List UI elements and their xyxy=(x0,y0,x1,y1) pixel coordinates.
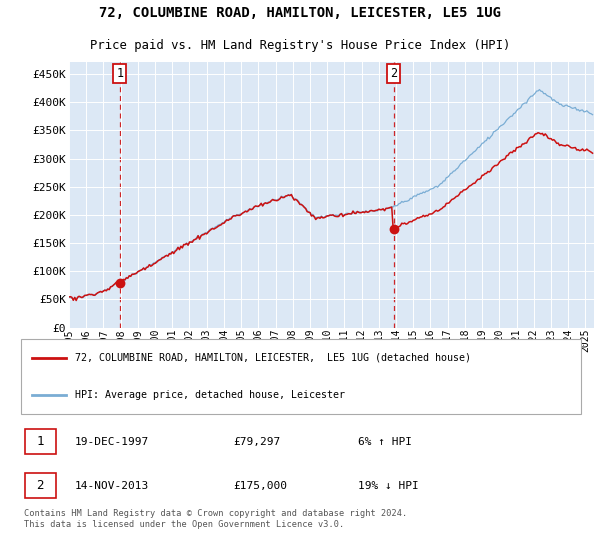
Text: 72, COLUMBINE ROAD, HAMILTON, LEICESTER, LE5 1UG: 72, COLUMBINE ROAD, HAMILTON, LEICESTER,… xyxy=(99,6,501,20)
Text: 14-NOV-2013: 14-NOV-2013 xyxy=(75,481,149,491)
Text: 6% ↑ HPI: 6% ↑ HPI xyxy=(358,437,412,447)
Text: Price paid vs. HM Land Registry's House Price Index (HPI): Price paid vs. HM Land Registry's House … xyxy=(90,39,510,53)
Text: 2: 2 xyxy=(37,479,44,492)
FancyBboxPatch shape xyxy=(25,430,56,454)
Point xyxy=(389,225,398,234)
FancyBboxPatch shape xyxy=(25,473,56,498)
Text: HPI: Average price, detached house, Leicester: HPI: Average price, detached house, Leic… xyxy=(75,390,344,400)
Text: 72, COLUMBINE ROAD, HAMILTON, LEICESTER,  LE5 1UG (detached house): 72, COLUMBINE ROAD, HAMILTON, LEICESTER,… xyxy=(75,353,471,363)
Text: 1: 1 xyxy=(37,435,44,449)
Text: £79,297: £79,297 xyxy=(233,437,281,447)
Text: £175,000: £175,000 xyxy=(233,481,287,491)
Point xyxy=(115,278,125,287)
Text: Contains HM Land Registry data © Crown copyright and database right 2024.
This d: Contains HM Land Registry data © Crown c… xyxy=(23,510,407,529)
FancyBboxPatch shape xyxy=(21,339,581,414)
Text: 19% ↓ HPI: 19% ↓ HPI xyxy=(358,481,419,491)
Text: 19-DEC-1997: 19-DEC-1997 xyxy=(75,437,149,447)
Text: 2: 2 xyxy=(390,67,397,80)
Text: 1: 1 xyxy=(116,67,124,80)
